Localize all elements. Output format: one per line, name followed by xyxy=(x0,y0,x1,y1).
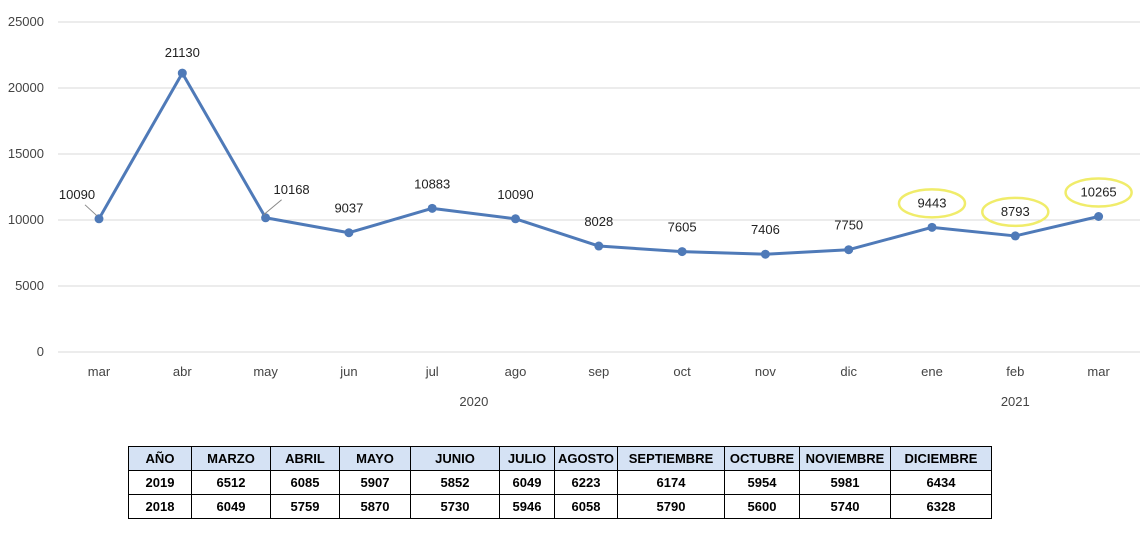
label-leader-line xyxy=(84,204,98,217)
table-header-row: AÑO MARZO ABRIL MAYO JUNIO JULIO AGOSTO SEPTIEM… xyxy=(128,446,992,471)
y-tick-label: 25000 xyxy=(8,14,44,29)
data-label: 10168 xyxy=(274,182,310,197)
data-point xyxy=(760,249,770,259)
data-label: 10090 xyxy=(497,187,533,202)
y-tick-label: 20000 xyxy=(8,80,44,95)
table-cell: 5870 xyxy=(339,494,411,519)
table-body: 2019 6512 6085 5907 5852 6049 6223 6174 5954 5981… xyxy=(128,470,992,519)
table-cell: 6512 xyxy=(191,470,271,495)
x-tick-label: sep xyxy=(588,364,609,379)
table-cell: 6049 xyxy=(191,494,271,519)
data-label: 8793 xyxy=(1001,204,1030,219)
table-header-cell: ABRIL xyxy=(270,446,340,471)
x-axis-ticks: mar abr may jun jul ago sep oct nov dic ene feb mar xyxy=(88,364,1111,379)
x-tick-label: abr xyxy=(173,364,192,379)
x-tick-label: jul xyxy=(425,364,439,379)
line-chart: 0 5000 10000 15000 20000 25000 mar abr may jun ju… xyxy=(8,14,1140,409)
table-cell: 6049 xyxy=(499,470,555,495)
year-group-label: 2020 xyxy=(459,394,488,409)
year-group-label: 2021 xyxy=(1001,394,1030,409)
y-tick-label: 0 xyxy=(37,344,44,359)
y-axis-ticks: 0 5000 10000 15000 20000 25000 xyxy=(8,14,44,359)
table-cell: 5790 xyxy=(617,494,725,519)
highlight-ellipse xyxy=(981,196,1050,228)
data-point xyxy=(177,68,187,78)
x-tick-label: feb xyxy=(1006,364,1024,379)
table-header-cell: AGOSTO xyxy=(554,446,618,471)
table-cell: 2018 xyxy=(128,494,192,519)
y-tick-label: 10000 xyxy=(8,212,44,227)
table-cell: 5946 xyxy=(499,494,555,519)
data-label: 9443 xyxy=(918,195,947,210)
table-header-cell: AÑO xyxy=(128,446,192,471)
table-row: 2018 6049 5759 5870 5730 5946 6058 5790 5600 5740… xyxy=(128,494,992,519)
data-point xyxy=(344,228,354,238)
x-tick-label: jun xyxy=(339,364,357,379)
table-header-cell: JUNIO xyxy=(410,446,500,471)
label-leader-line xyxy=(263,199,282,216)
data-point xyxy=(1010,231,1020,241)
table-cell: 2019 xyxy=(128,470,192,495)
y-tick-label: 5000 xyxy=(15,278,44,293)
table-cell: 6174 xyxy=(617,470,725,495)
table-cell: 6058 xyxy=(554,494,618,519)
data-point xyxy=(1094,212,1104,222)
data-point xyxy=(844,245,854,255)
data-point xyxy=(594,241,604,251)
x-tick-label: ene xyxy=(921,364,943,379)
data-label: 21130 xyxy=(165,45,200,60)
monthly-table: AÑO MARZO ABRIL MAYO JUNIO JULIO AGOSTO SEPTIEM… xyxy=(128,446,992,519)
data-labels: 10090 21130 10168 9037 10883 10090 8028 7605 740… xyxy=(59,45,1133,237)
table-header-cell: DICIEMBRE xyxy=(890,446,992,471)
gridlines xyxy=(58,21,1140,353)
table-row: 2019 6512 6085 5907 5852 6049 6223 6174 5954 5981… xyxy=(128,470,992,495)
table-header-cell: MARZO xyxy=(191,446,271,471)
data-table: AÑO MARZO ABRIL MAYO JUNIO JULIO AGOSTO SEPTIEM… xyxy=(128,446,992,519)
data-label: 7406 xyxy=(751,222,780,237)
year-labels: 2020 2021 xyxy=(459,394,1029,409)
x-tick-label: oct xyxy=(673,364,691,379)
data-points xyxy=(94,68,1104,259)
highlight-ellipse xyxy=(897,188,967,219)
y-tick-label: 15000 xyxy=(8,146,44,161)
data-point xyxy=(261,213,271,223)
table-cell: 6223 xyxy=(554,470,618,495)
table-cell: 5600 xyxy=(724,494,800,519)
highlight-ellipse xyxy=(1064,177,1133,208)
table-header-cell: MAYO xyxy=(339,446,411,471)
x-tick-label: dic xyxy=(840,364,857,379)
data-point xyxy=(677,247,687,257)
x-tick-label: mar xyxy=(1087,364,1110,379)
table-cell: 6328 xyxy=(890,494,992,519)
x-tick-label: may xyxy=(253,364,278,379)
x-tick-label: nov xyxy=(755,364,776,379)
data-label: 10265 xyxy=(1081,185,1117,200)
table-header-cell: NOVIEMBRE xyxy=(799,446,891,471)
table-cell: 5740 xyxy=(799,494,891,519)
data-label: 9037 xyxy=(334,201,363,216)
data-label: 8028 xyxy=(584,214,613,229)
data-point xyxy=(511,214,520,224)
x-tick-label: mar xyxy=(88,364,111,379)
table-cell: 5730 xyxy=(410,494,500,519)
data-label: 7750 xyxy=(834,218,863,233)
table-cell: 5907 xyxy=(339,470,411,495)
data-label: 10883 xyxy=(414,176,450,191)
table-cell: 5852 xyxy=(410,470,500,495)
table-header-cell: SEPTIEMBRE xyxy=(617,446,725,471)
table-cell: 5759 xyxy=(270,494,340,519)
data-point xyxy=(427,203,437,213)
data-point xyxy=(94,214,104,224)
data-point xyxy=(927,222,937,232)
table-cell: 6085 xyxy=(270,470,340,495)
table-cell: 5981 xyxy=(799,470,891,495)
data-label: 7605 xyxy=(668,220,697,235)
table-cell: 5954 xyxy=(724,470,800,495)
table-header-cell: JULIO xyxy=(499,446,555,471)
x-tick-label: ago xyxy=(505,364,527,379)
table-header-cell: OCTUBRE xyxy=(724,446,800,471)
data-label: 10090 xyxy=(59,187,95,202)
table-cell: 6434 xyxy=(890,470,992,495)
